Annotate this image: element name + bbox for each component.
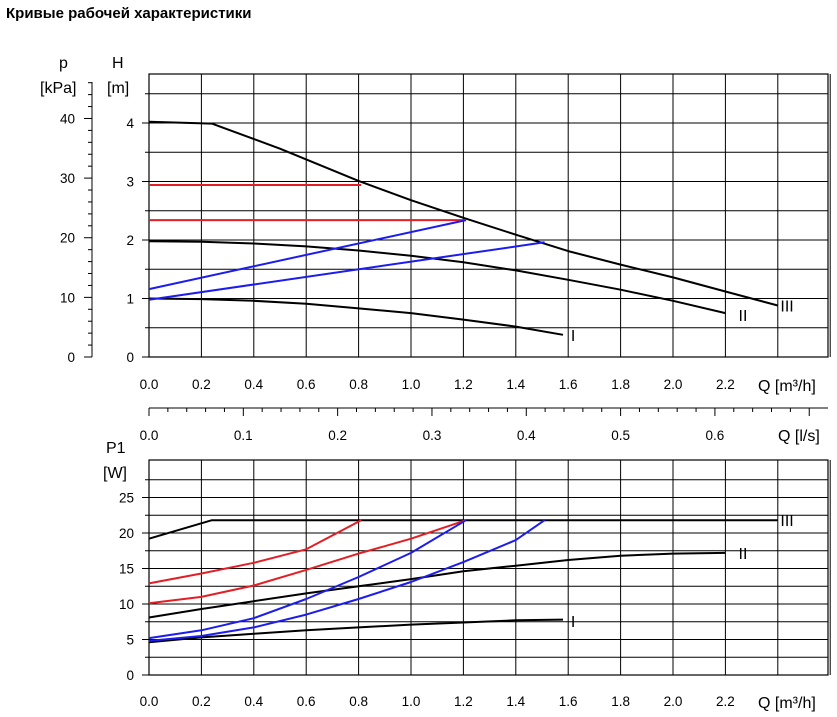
series-line-head-I (148, 297, 564, 336)
y-tick-label: 2 (126, 233, 134, 248)
p-tick-label: 0 (67, 350, 75, 365)
series-line-head-blue-upper (148, 219, 467, 291)
y-axis-symbol-h: H (112, 55, 124, 72)
x-tick-label: 0.6 (297, 694, 316, 709)
y-axis-unit-w: [W] (103, 465, 127, 482)
p-axis-symbol: p (59, 55, 68, 72)
ls-tick-label: 0.4 (517, 428, 536, 443)
series-line-head-blue-lower (148, 241, 545, 301)
x-tick-label: 1.0 (402, 694, 421, 709)
ls-tick-label: 0.2 (328, 428, 347, 443)
series-line-power-blue-upper (148, 519, 467, 640)
x-tick-label: 2.0 (664, 377, 683, 392)
series-line-head-III (148, 120, 779, 307)
x-tick-label: 0.8 (349, 694, 368, 709)
x-tick-label: 1.6 (559, 377, 578, 392)
series-label-power: II (739, 546, 748, 563)
y-tick-label: 4 (126, 116, 134, 131)
ls-tick-label: 0.0 (140, 428, 159, 443)
x-axis-label-m3h: Q [m³/h] (758, 695, 816, 712)
y-tick-label: 15 (119, 562, 134, 577)
x-tick-label: 1.4 (506, 694, 525, 709)
plot-frame (148, 459, 829, 676)
x-tick-label: 0.0 (140, 377, 159, 392)
x-tick-label: 0.4 (244, 377, 263, 392)
x-tick-label: 2.2 (716, 694, 735, 709)
series-line-power-red-lower (148, 519, 467, 605)
x-tick-label: 1.2 (454, 377, 473, 392)
y-tick-label: 3 (126, 175, 134, 190)
plot-frame (148, 73, 829, 358)
x-axis-label-ls: Q [l/s] (778, 428, 820, 445)
ls-tick-label: 0.5 (611, 428, 630, 443)
y-tick-label: 5 (126, 633, 134, 648)
x-tick-label: 1.8 (611, 377, 630, 392)
x-tick-label: 2.2 (716, 377, 735, 392)
ls-tick-label: 0.6 (706, 428, 725, 443)
x-tick-label: 1.0 (402, 377, 421, 392)
x-tick-label: 0.0 (140, 694, 159, 709)
x-tick-label: 0.2 (192, 377, 211, 392)
x-tick-label: 0.2 (192, 694, 211, 709)
series-label-power: III (780, 513, 793, 530)
series-line-head-II (148, 240, 726, 315)
x-axis-label-m3h: Q [m³/h] (758, 378, 816, 395)
ls-tick-label: 0.3 (423, 428, 442, 443)
x-tick-label: 0.8 (349, 377, 368, 392)
y-axis-symbol-p1: P1 (106, 440, 126, 457)
page-title: Кривые рабочей характеристики (6, 5, 252, 22)
y-tick-label: 0 (126, 668, 134, 683)
series-line-power-II (148, 551, 726, 619)
y-axis-unit-m: [m] (107, 80, 129, 97)
p-tick-label: 20 (60, 231, 75, 246)
x-tick-label: 1.2 (454, 694, 473, 709)
x-tick-label: 2.0 (664, 694, 683, 709)
x-tick-label: 1.6 (559, 694, 578, 709)
p-tick-label: 40 (60, 111, 75, 126)
series-line-power-blue-lower (148, 519, 546, 642)
y-tick-label: 25 (119, 491, 134, 506)
y-tick-label: 10 (119, 597, 134, 612)
x-tick-label: 0.6 (297, 377, 316, 392)
series-label-head: I (571, 328, 575, 345)
p-axis-unit: [kPa] (40, 80, 76, 97)
series-line-power-I (148, 618, 564, 644)
series-line-power-III (148, 519, 778, 540)
y-tick-label: 0 (126, 350, 134, 365)
y-tick-label: 1 (126, 292, 134, 307)
x-tick-label: 0.4 (244, 694, 263, 709)
p-tick-label: 30 (60, 171, 75, 186)
x-tick-label: 1.4 (506, 377, 525, 392)
series-line-power-red-upper (148, 519, 362, 585)
ls-tick-label: 0.1 (234, 428, 253, 443)
series-label-head: II (739, 308, 748, 325)
series-label-head: III (780, 299, 793, 316)
series-label-power: I (571, 614, 575, 631)
y-tick-label: 20 (119, 526, 134, 541)
x-tick-label: 1.8 (611, 694, 630, 709)
p-tick-label: 10 (60, 290, 75, 305)
